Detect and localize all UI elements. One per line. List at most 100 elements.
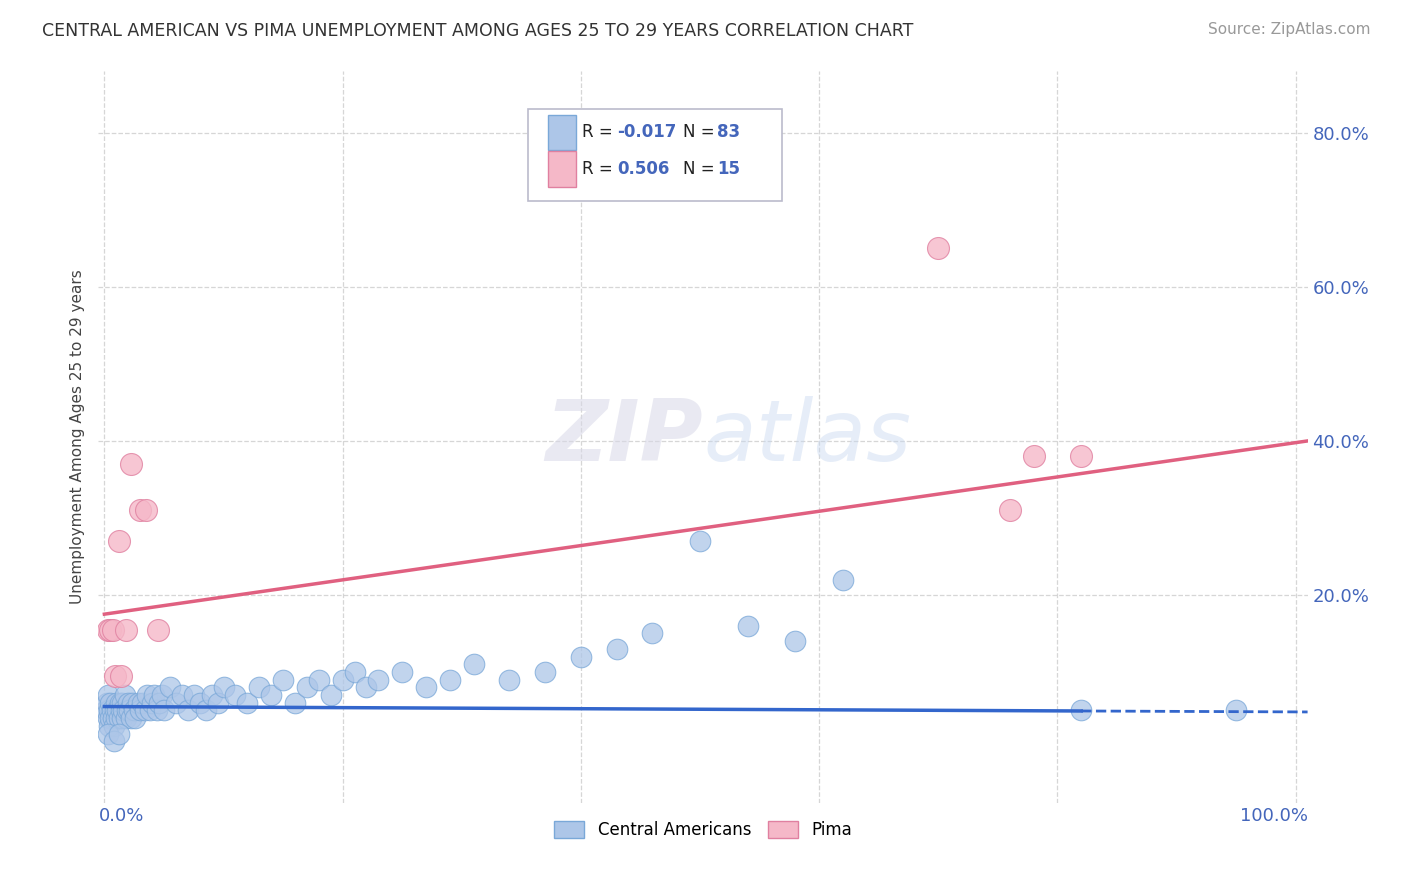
Point <box>114 711 136 725</box>
Point <box>150 688 173 702</box>
Point <box>111 696 134 710</box>
Point <box>120 457 142 471</box>
Text: -0.017: -0.017 <box>617 123 676 142</box>
Text: ZIP: ZIP <box>546 395 703 479</box>
Point <box>146 703 169 717</box>
Point <box>148 696 170 710</box>
Point <box>129 503 152 517</box>
Text: 0.0%: 0.0% <box>98 806 143 824</box>
Point <box>96 696 118 710</box>
Point <box>356 681 378 695</box>
Point <box>127 696 149 710</box>
Point <box>641 626 664 640</box>
Point <box>200 688 222 702</box>
Point <box>143 688 166 702</box>
Point <box>107 711 129 725</box>
Point <box>463 657 485 672</box>
Point <box>141 696 163 710</box>
Point <box>308 673 330 687</box>
Point <box>97 711 120 725</box>
Text: 15: 15 <box>717 160 740 178</box>
Point <box>165 696 187 710</box>
Text: 0.506: 0.506 <box>617 160 669 178</box>
Point <box>247 681 270 695</box>
Point <box>110 703 132 717</box>
Point <box>737 618 759 632</box>
Point <box>98 696 121 710</box>
Point <box>98 703 121 717</box>
Legend: Central Americans, Pima: Central Americans, Pima <box>547 814 859 846</box>
Point <box>415 681 437 695</box>
Point <box>97 726 120 740</box>
Text: 83: 83 <box>717 123 740 142</box>
Text: atlas: atlas <box>703 395 911 479</box>
Point <box>177 703 200 717</box>
Point <box>534 665 557 679</box>
Point <box>107 726 129 740</box>
Point <box>135 503 157 517</box>
Point <box>114 688 136 702</box>
Point <box>785 634 807 648</box>
Point <box>118 703 141 717</box>
Point <box>188 696 211 710</box>
Point <box>1070 703 1092 717</box>
Point <box>112 703 135 717</box>
Point <box>998 503 1021 517</box>
Point <box>97 688 120 702</box>
Point <box>98 719 121 733</box>
Point <box>115 703 138 717</box>
Point <box>194 703 217 717</box>
Point <box>153 703 176 717</box>
Point <box>439 673 461 687</box>
Point <box>110 669 132 683</box>
Point <box>319 688 342 702</box>
Text: CENTRAL AMERICAN VS PIMA UNEMPLOYMENT AMONG AGES 25 TO 29 YEARS CORRELATION CHAR: CENTRAL AMERICAN VS PIMA UNEMPLOYMENT AM… <box>42 22 914 40</box>
Point <box>271 673 294 687</box>
Point <box>104 669 127 683</box>
Point <box>367 673 389 687</box>
Point <box>606 641 628 656</box>
Point <box>146 623 169 637</box>
Point <box>100 703 122 717</box>
Point <box>114 623 136 637</box>
Text: R =: R = <box>582 160 617 178</box>
Point <box>498 673 520 687</box>
Point <box>295 681 318 695</box>
Point <box>117 696 139 710</box>
Point <box>569 649 592 664</box>
Point <box>107 534 129 549</box>
Point <box>98 711 121 725</box>
Text: N =: N = <box>683 123 720 142</box>
Y-axis label: Unemployment Among Ages 25 to 29 years: Unemployment Among Ages 25 to 29 years <box>69 269 84 605</box>
Point <box>131 696 153 710</box>
Point <box>103 719 125 733</box>
Point <box>101 623 124 637</box>
Point <box>105 696 128 710</box>
Point <box>94 703 117 717</box>
Point <box>105 711 128 725</box>
Point <box>284 696 307 710</box>
Point <box>134 703 156 717</box>
Point <box>1022 450 1045 464</box>
Text: R =: R = <box>582 123 617 142</box>
Point <box>332 673 354 687</box>
Point <box>224 688 246 702</box>
Point <box>391 665 413 679</box>
Point <box>170 688 193 702</box>
Point <box>111 711 134 725</box>
Point <box>124 711 146 725</box>
Point <box>343 665 366 679</box>
Text: 100.0%: 100.0% <box>1240 806 1308 824</box>
Point <box>136 688 159 702</box>
Point <box>832 573 855 587</box>
Point <box>120 711 142 725</box>
Text: Source: ZipAtlas.com: Source: ZipAtlas.com <box>1208 22 1371 37</box>
Point <box>97 623 120 637</box>
Point <box>121 696 143 710</box>
Point <box>103 734 125 748</box>
Point <box>1225 703 1247 717</box>
Point <box>236 696 259 710</box>
Point <box>122 703 145 717</box>
Point <box>927 242 949 256</box>
Point <box>159 681 181 695</box>
